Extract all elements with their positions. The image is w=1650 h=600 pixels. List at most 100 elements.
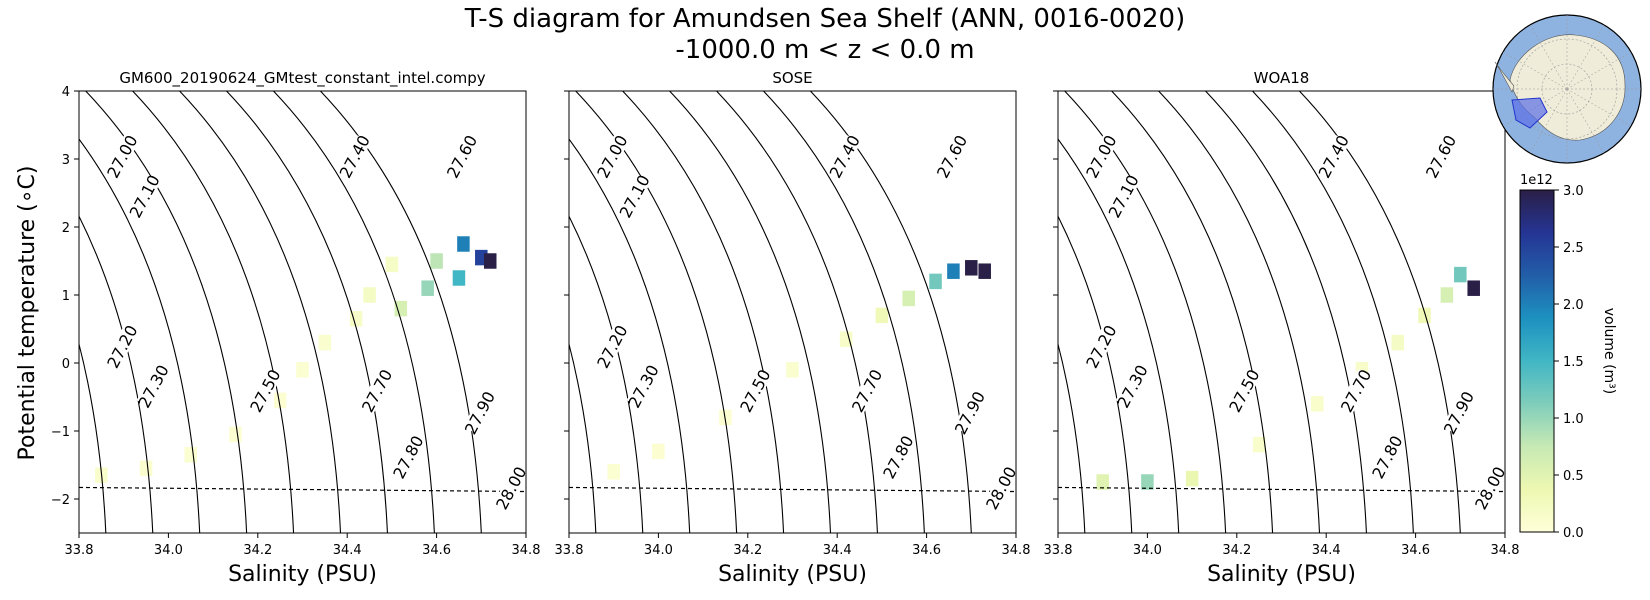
y-tick-label: 4 (62, 85, 70, 100)
density-contour (1058, 215, 1133, 533)
figure-title-line1: T-S diagram for Amundsen Sea Shelf (ANN,… (464, 4, 1185, 34)
y-tick-label: 3 (62, 153, 70, 168)
heatmap-cell (1418, 307, 1431, 324)
contour-label: 27.20 (1082, 322, 1120, 371)
density-contour (622, 91, 785, 533)
contour-label: 27.70 (1337, 366, 1375, 415)
x-tick-label: 34.6 (912, 543, 941, 558)
heatmap-cell (902, 290, 915, 307)
heatmap-cell (1311, 396, 1324, 412)
contour-label: 27.30 (1114, 362, 1152, 411)
contour-label: 27.40 (336, 132, 374, 181)
x-tick-label: 34.8 (1002, 543, 1031, 558)
contour-label: 27.80 (1368, 432, 1406, 481)
map-graticule (1566, 88, 1605, 154)
density-contour (0, 91, 12, 533)
heatmap-cell (139, 460, 153, 477)
density-contour (79, 342, 107, 533)
contour-label: 27.20 (103, 322, 141, 371)
contour-label: 27.40 (1315, 132, 1353, 181)
x-tick-label: 34.2 (733, 543, 762, 558)
density-contour (716, 91, 878, 533)
heatmap-cell (652, 443, 665, 460)
heatmap-cell (1391, 334, 1404, 351)
x-axis-label: Salinity (PSU) (718, 562, 867, 587)
x-tick-label: 34.0 (1133, 543, 1162, 558)
map-graticule (1566, 24, 1605, 90)
heatmap-cell (273, 392, 287, 409)
contour-label: 27.00 (103, 132, 141, 181)
colorbar-tick-label: 3.0 (1563, 184, 1584, 199)
density-contour (575, 91, 738, 533)
heatmap-cell (839, 331, 853, 347)
y-tick-label: 2 (62, 221, 70, 236)
x-tick-label: 34.4 (1312, 543, 1341, 558)
map-graticule (1529, 88, 1568, 154)
x-tick-label: 34.2 (1222, 543, 1251, 558)
colorbar-gradient (1519, 189, 1555, 533)
heatmap-cell (452, 270, 466, 286)
density-contour (132, 91, 295, 533)
x-tick-label: 34.0 (644, 543, 673, 558)
density-contour (669, 91, 832, 533)
heatmap-cell (978, 263, 991, 279)
contour-label: 27.50 (736, 366, 774, 415)
y-tick-label: 1 (62, 289, 70, 304)
map-graticule (1566, 88, 1632, 127)
panel-title: WOA18 (1254, 69, 1310, 87)
density-contour (763, 91, 925, 533)
map-land-peninsula (1494, 61, 1515, 93)
freezing-point-line (569, 486, 1016, 493)
density-contour (1058, 342, 1086, 533)
contour-label: 27.60 (933, 132, 971, 181)
x-tick-label: 33.8 (555, 543, 584, 558)
x-tick-label: 33.8 (65, 543, 94, 558)
contour-label: 27.70 (848, 366, 886, 415)
heatmap-cell (363, 287, 376, 303)
colorbar-tick-label: 1.0 (1563, 412, 1584, 427)
plot-frame (568, 90, 1017, 534)
heatmap-cell (929, 273, 942, 290)
contour-label: 28.00 (1471, 463, 1509, 512)
contour-label: 27.10 (126, 172, 164, 221)
density-contour (1111, 91, 1274, 533)
heatmap-cell (184, 447, 198, 463)
density-contour (1252, 91, 1414, 533)
map-graticule (1502, 51, 1568, 90)
contour-label: 27.40 (826, 132, 864, 181)
contour-label: 27.10 (1105, 172, 1143, 221)
heatmap-cell (457, 236, 470, 252)
contour-label: 27.70 (358, 366, 396, 415)
heatmap-cell (607, 464, 620, 480)
heatmap-cell (430, 253, 443, 269)
heatmap-cell (421, 280, 434, 296)
density-contour (226, 91, 388, 533)
density-contour (273, 91, 435, 533)
contour-label: 27.30 (135, 362, 173, 411)
contour-label: 27.90 (1440, 388, 1478, 437)
density-contour (569, 138, 691, 533)
contour-label: 28.00 (492, 463, 530, 512)
heatmap-cell (965, 260, 978, 276)
x-tick-label: 34.8 (1491, 543, 1520, 558)
heatmap-cell (875, 307, 889, 324)
figure-title-line2: -1000.0 m < z < 0.0 m (675, 35, 974, 65)
antarctica-inset-map (1492, 14, 1642, 164)
contour-label: 27.80 (389, 432, 427, 481)
heatmap-cell (1252, 436, 1266, 453)
x-axis-label: Salinity (PSU) (1207, 562, 1356, 587)
y-tick-label: −1 (51, 425, 70, 440)
colorbar-label: volume (m³) (1601, 308, 1617, 395)
map-graticule (1529, 24, 1568, 90)
colorbar: 1e12 0.0 0.5 1.0 1.5 2.0 2.5 3.0 volume (m³) (1519, 173, 1617, 541)
plot-frame (78, 90, 527, 534)
x-axis-label: Salinity (PSU) (228, 562, 377, 587)
density-contour (79, 214, 154, 533)
contour-label: 27.00 (593, 132, 631, 181)
heatmap-cell (1185, 470, 1199, 487)
